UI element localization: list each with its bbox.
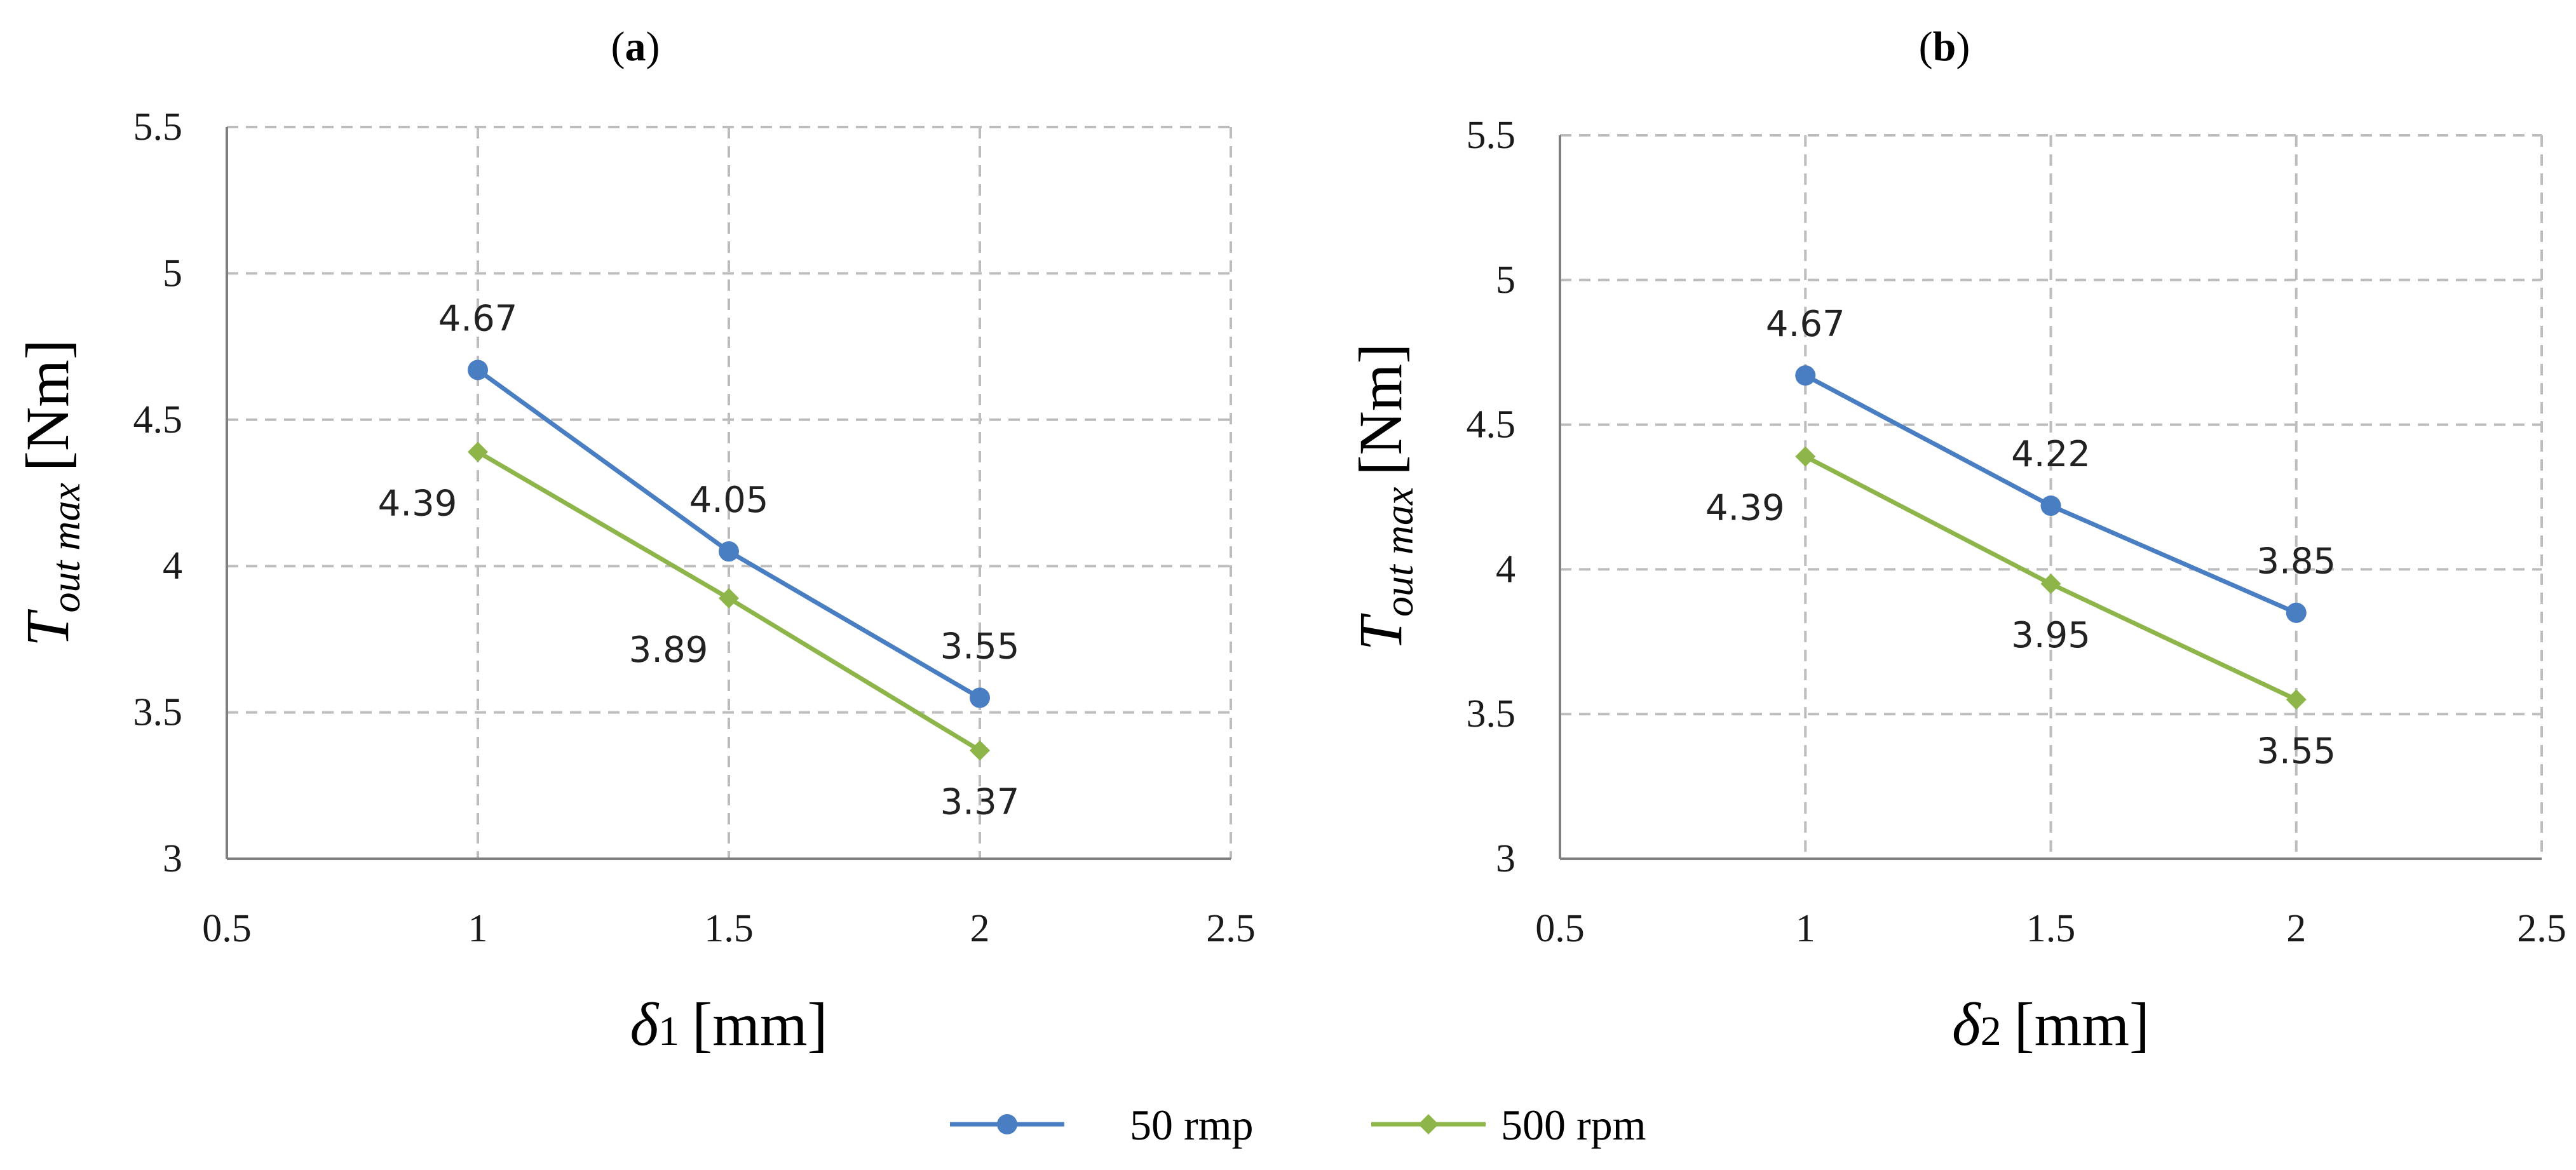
x-axis-title: δ2 [mm]: [1952, 990, 2150, 1058]
panel-label: (a): [611, 24, 660, 70]
legend-label: 500 rpm: [1501, 1101, 1646, 1149]
chart-panel-b: (b) 3 3.5 4 4.5 5 5.5 0.5 1 1.5 2 2.5 δ2 [mm] Tout max…: [1346, 24, 2566, 1058]
data-point: [719, 541, 739, 562]
x-tick-label: 1: [1796, 907, 1815, 950]
data-label: 4.05: [689, 480, 769, 521]
data-label: 3.37: [940, 782, 1020, 823]
data-label: 4.67: [1766, 304, 1845, 345]
y-tick-label: 5: [1496, 259, 1515, 302]
x-tick-label: 1: [468, 907, 488, 950]
data-label: 3.55: [2256, 730, 2336, 772]
data-label: 4.39: [378, 483, 458, 524]
chart-panel-a: (a) 3 3.5 4 4.5 5 5.5 0.5 1 1.5 2 2.5 δ1 [mm] Tout max…: [13, 24, 1256, 1058]
legend: 50 rmp 500 rpm: [950, 1101, 1646, 1149]
y-tick-label: 5: [163, 252, 182, 295]
y-axis-title: Tout max[Nm]: [1346, 344, 1421, 651]
data-point: [2286, 689, 2307, 710]
y-tick-label: 3.5: [1467, 692, 1516, 736]
data-point: [2286, 602, 2307, 623]
y-tick-label: 3: [163, 837, 182, 880]
legend-marker: [997, 1114, 1017, 1134]
y-tick-label: 5.5: [1467, 114, 1516, 157]
x-tick-label: 0.5: [1535, 907, 1585, 950]
y-tick-label: 5.5: [133, 105, 183, 149]
data-label: 4.39: [1705, 488, 1785, 529]
data-point: [970, 687, 990, 708]
data-label: 4.22: [2011, 434, 2091, 475]
data-label: 3.95: [2011, 615, 2091, 656]
x-tick-label: 2.5: [1206, 907, 1256, 950]
x-axis-title: δ1 [mm]: [630, 990, 828, 1058]
legend-label: 50 rmp: [1130, 1101, 1254, 1149]
panel-label: (b): [1919, 24, 1970, 70]
data-point: [468, 360, 488, 380]
data-label: 3.55: [940, 626, 1020, 668]
data-label: 3.85: [2256, 541, 2336, 582]
y-tick-label: 4.5: [133, 398, 183, 441]
y-axis-title: Tout max[Nm]: [13, 339, 88, 647]
y-tick-label: 4: [1496, 548, 1515, 591]
data-point: [1795, 446, 1816, 467]
data-label: 3.89: [629, 629, 708, 671]
data-point: [1795, 365, 1816, 386]
data-point: [468, 441, 488, 462]
data-point: [2040, 495, 2061, 516]
x-tick-label: 2: [970, 907, 990, 950]
y-tick-label: 3: [1496, 837, 1515, 880]
data-point: [2040, 574, 2061, 595]
y-tick-label: 4: [163, 544, 182, 588]
data-point: [719, 588, 739, 609]
data-label: 4.67: [438, 298, 518, 339]
y-tick-label: 3.5: [133, 691, 183, 734]
x-tick-label: 2.5: [2517, 907, 2566, 950]
x-tick-label: 1.5: [704, 907, 754, 950]
legend-marker: [1418, 1114, 1439, 1134]
x-tick-label: 1.5: [2026, 907, 2076, 950]
x-tick-label: 2: [2286, 907, 2306, 950]
data-point: [970, 740, 990, 761]
x-tick-label: 0.5: [202, 907, 252, 950]
y-tick-label: 4.5: [1467, 403, 1516, 447]
